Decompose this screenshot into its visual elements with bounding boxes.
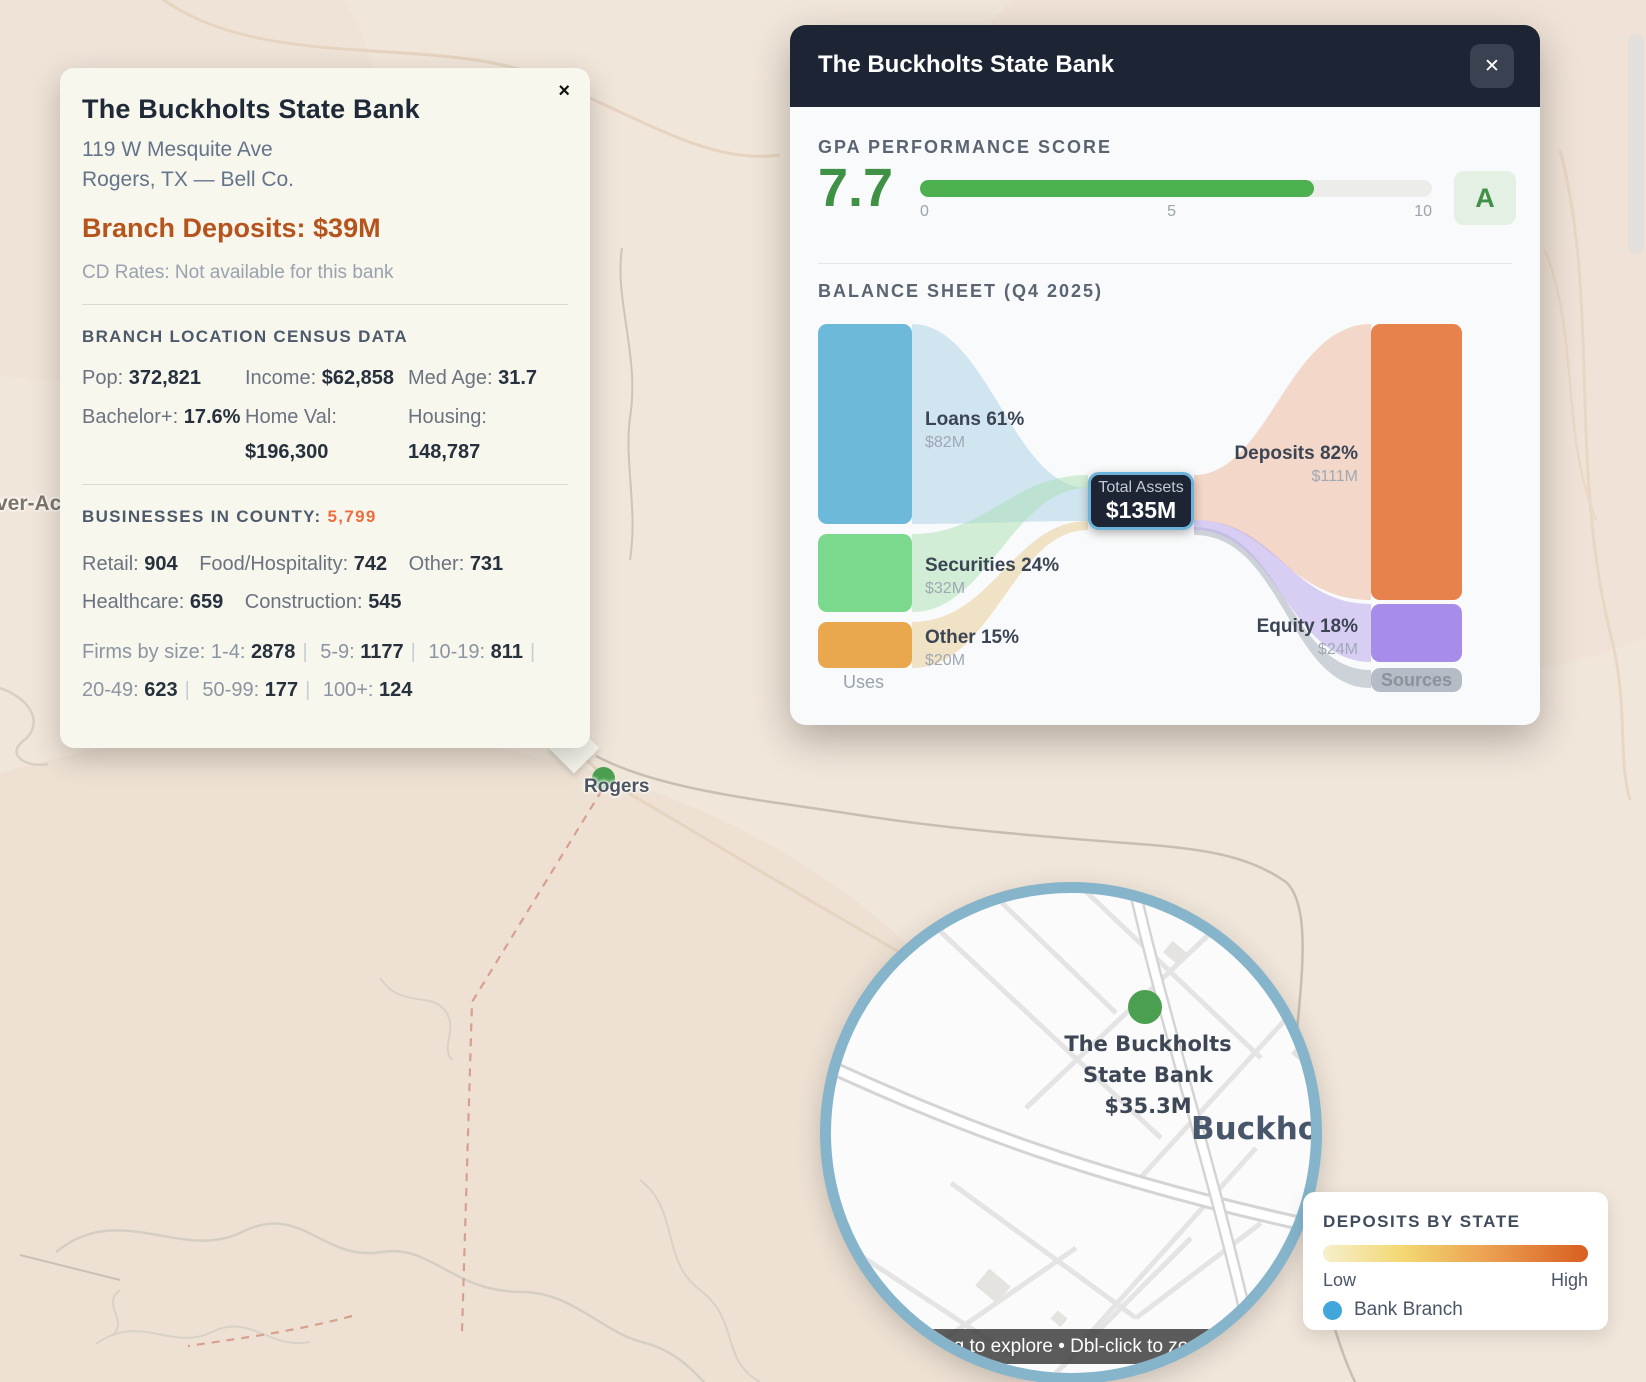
- deposits-amount: $111M: [1311, 468, 1358, 485]
- cd-rates-note: CD Rates: Not available for this bank: [82, 262, 394, 283]
- deposits-label: Deposits 82%: [1234, 443, 1358, 464]
- loans-label: Loans 61%: [925, 409, 1025, 430]
- census-pop: Pop: 372,821: [82, 367, 202, 389]
- gpa-grade-badge: A: [1454, 171, 1516, 225]
- gpa-progress-track: [920, 180, 1432, 197]
- modal-title: The Buckholts State Bank: [818, 51, 1115, 78]
- securities-amount: $32M: [925, 580, 966, 597]
- close-icon: ✕: [1484, 55, 1500, 77]
- popup-divider-1: [82, 304, 568, 305]
- equity-label: Equity 18%: [1256, 616, 1358, 637]
- census-home-val: Home Val: $196,300: [245, 406, 337, 463]
- sankey-node-sources[interactable]: Sources: [1371, 668, 1462, 692]
- census-heading: BRANCH LOCATION CENSUS DATA: [82, 327, 408, 346]
- legend-title: DEPOSITS BY STATE: [1323, 1212, 1521, 1231]
- legend-gradient-bar: [1323, 1245, 1588, 1262]
- census-income: Income: $62,858: [245, 367, 395, 389]
- legend-branch-row: Bank Branch: [1323, 1299, 1588, 1321]
- industries-summary: Retail: 904 Food/Hospitality: 742 Other:…: [82, 553, 504, 613]
- legend-high-label: High: [1550, 1270, 1588, 1290]
- equity-amount: $24M: [1317, 641, 1358, 658]
- popup-title: The Buckholts State Bank: [82, 94, 420, 124]
- balance-sheet-sankey: Sources Loans 61% $82M Securities 24% $3…: [818, 317, 1492, 697]
- other-label: Other 15%: [925, 627, 1019, 648]
- branch-popup: × The Buckholts State Bank 119 W Mesquit…: [60, 68, 590, 748]
- branch-deposits: Branch Deposits: $39M: [82, 213, 381, 243]
- sankey-node-loans[interactable]: [818, 324, 912, 524]
- sankey-flows: [912, 324, 1371, 688]
- industry-item: Food/Hospitality:: [199, 553, 349, 575]
- sankey-node-securities[interactable]: [818, 534, 912, 612]
- industry-item: Healthcare:: [82, 591, 185, 613]
- sources-axis-label: Sources: [1380, 669, 1453, 690]
- magnified-town-label: Buckho: [1191, 1111, 1320, 1147]
- gpa-progress-fill: [920, 180, 1315, 197]
- gpa-score-value: 7.7: [818, 158, 894, 218]
- map-label-partial: ver-Ac: [0, 492, 62, 515]
- securities-label: Securities 24%: [925, 555, 1060, 576]
- popup-address-line1: 119 W Mesquite Ave: [82, 138, 273, 161]
- census-med-age: Med Age: 31.7: [408, 367, 538, 389]
- census-bachelor: Bachelor+: 17.6%: [82, 406, 241, 428]
- sankey-node-other[interactable]: [818, 622, 912, 668]
- other-amount: $20M: [925, 652, 966, 669]
- popup-close-icon[interactable]: ×: [558, 80, 570, 102]
- uses-axis-label: Uses: [843, 672, 885, 692]
- industry-item: Construction:: [244, 591, 363, 613]
- industry-item: Retail:: [82, 553, 139, 575]
- bank-detail-modal: The Buckholts State Bank ✕ GPA PERFORMAN…: [790, 25, 1540, 725]
- legend-branch-label: Bank Branch: [1354, 1299, 1463, 1320]
- bank-branch-dot-icon: [1323, 1300, 1342, 1320]
- census-housing: Housing: 148,787: [408, 406, 487, 463]
- businesses-heading: BUSINESSES IN COUNTY: 5,799: [82, 507, 377, 526]
- total-assets-node[interactable]: Total Assets $135M: [1088, 472, 1194, 530]
- loans-amount: $82M: [925, 434, 966, 451]
- popup-address-line2: Rogers, TX — Bell Co.: [82, 168, 295, 191]
- rogers-branch-marker[interactable]: [592, 767, 615, 790]
- balance-sheet-heading: BALANCE SHEET (Q4 2025): [818, 281, 1104, 301]
- magnified-branch-marker[interactable]: [1128, 990, 1162, 1024]
- legend-low-label: Low: [1323, 1270, 1357, 1290]
- industry-item: Other:: [408, 553, 465, 575]
- sankey-node-deposits[interactable]: [1371, 324, 1462, 600]
- modal-close-button[interactable]: ✕: [1470, 44, 1514, 88]
- businesses-total: 5,799: [327, 507, 377, 526]
- magnifier-lens[interactable]: The Buckholts State Bank $35.3M Buckho g…: [820, 882, 1322, 1382]
- modal-divider: [818, 263, 1512, 264]
- magnifier-hint-banner: g to explore • Dbl-click to zo: [831, 1329, 1311, 1364]
- sankey-node-equity[interactable]: [1371, 604, 1462, 662]
- magnified-branch-label: The Buckholts State Bank $35.3M: [1064, 1032, 1232, 1118]
- census-grid: Pop: 372,821 Income: $62,858 Med Age: 31…: [82, 367, 568, 464]
- total-assets-value: $135M: [1105, 496, 1177, 523]
- gpa-heading: GPA PERFORMANCE SCORE: [818, 137, 1113, 157]
- deposits-legend: DEPOSITS BY STATE Low High Bank Branch: [1303, 1192, 1608, 1330]
- modal-header: The Buckholts State Bank ✕: [790, 25, 1540, 107]
- total-assets-label: Total Assets: [1098, 478, 1184, 496]
- gpa-scale: 0 5 10: [920, 203, 1432, 220]
- popup-divider-2: [82, 484, 568, 485]
- firms-by-size: Firms by size: 1-4: 2878 | 5-9: 1177 | 10-…: [82, 641, 536, 701]
- map-label-rogers: Rogers: [584, 776, 650, 797]
